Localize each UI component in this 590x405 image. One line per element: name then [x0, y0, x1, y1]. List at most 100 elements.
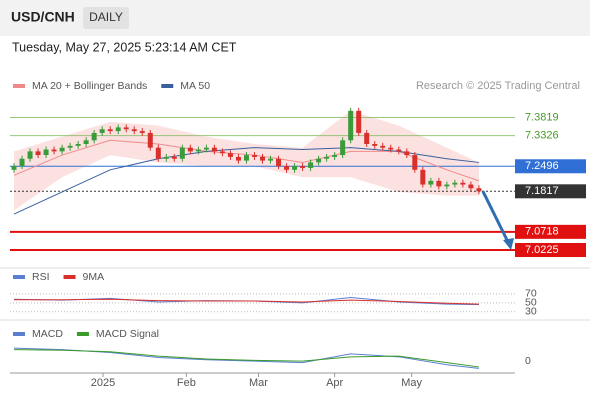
legend-label: MACD — [32, 328, 63, 340]
candle — [227, 153, 233, 157]
candle — [276, 158, 282, 167]
candle — [396, 149, 402, 152]
candle — [19, 158, 25, 167]
candle — [308, 162, 314, 168]
level-label-box — [515, 243, 586, 258]
forecast-arrow — [481, 190, 511, 245]
level-label: 7.0718 — [525, 226, 559, 238]
legend-label: RSI — [32, 271, 50, 283]
candle — [324, 156, 330, 159]
candle — [404, 151, 410, 156]
candle — [75, 144, 81, 146]
rsi-tick-label: 30 — [525, 306, 537, 318]
candle — [35, 151, 41, 156]
candle — [251, 155, 257, 157]
legend-swatch — [161, 84, 174, 88]
period[interactable]: DAILY — [89, 10, 123, 24]
candle — [131, 129, 137, 132]
candle — [99, 129, 105, 133]
forecast-arrowhead — [503, 238, 514, 251]
candle — [11, 166, 17, 170]
candle — [59, 147, 65, 152]
candle — [107, 129, 113, 132]
legend-swatch — [63, 275, 76, 279]
candle — [179, 147, 185, 159]
legend-swatch — [13, 84, 25, 88]
candle — [203, 147, 209, 150]
candle — [195, 149, 201, 152]
candle — [147, 132, 153, 148]
candle — [43, 149, 49, 156]
candle — [155, 147, 161, 159]
candle — [436, 180, 442, 187]
level-label-box — [515, 224, 586, 239]
rsi-tick-label: 70 — [525, 288, 537, 300]
legend-label: 9MA — [83, 271, 105, 283]
candle — [316, 158, 322, 163]
x-tick-label: 2025 — [91, 377, 115, 389]
candle — [476, 188, 482, 192]
candle — [260, 156, 265, 161]
x-tick-label: May — [401, 377, 422, 389]
candle — [171, 156, 177, 159]
candle — [91, 132, 97, 141]
candle — [123, 127, 129, 130]
chart-title: USD/CNH — [11, 9, 75, 25]
level-label: 7.0225 — [525, 244, 559, 256]
candle — [348, 110, 354, 141]
timestamp: Tuesday, May 27, 2025 5:23:14 AM CET — [12, 40, 237, 54]
legend-label: MA 50 — [180, 80, 210, 92]
candle — [211, 147, 217, 152]
candle — [356, 110, 362, 133]
candle — [235, 156, 241, 161]
legend-label: MACD Signal — [96, 328, 159, 340]
candle — [460, 182, 466, 185]
candle — [115, 127, 121, 132]
level-label: 7.3326 — [525, 130, 559, 142]
macd-tick-label: 0 — [525, 355, 531, 367]
legend-swatch — [76, 332, 89, 336]
level-label: 7.1817 — [525, 185, 559, 197]
candle — [243, 155, 249, 161]
candle — [284, 166, 290, 170]
candle — [468, 184, 474, 189]
candle — [292, 166, 298, 170]
level-label: 7.3819 — [525, 111, 559, 123]
candle — [219, 151, 225, 154]
x-tick-label: Mar — [249, 377, 268, 389]
candle — [380, 145, 386, 148]
candle — [420, 169, 426, 185]
candle — [187, 147, 193, 152]
x-tick-label: Feb — [177, 377, 196, 389]
candle — [428, 180, 434, 185]
candle — [300, 166, 306, 168]
period-button[interactable] — [83, 7, 129, 29]
candle — [388, 147, 394, 150]
legend-swatch — [13, 275, 25, 279]
candle — [332, 155, 338, 157]
level-label: 7.2496 — [525, 160, 559, 172]
candle — [67, 145, 73, 148]
candle — [163, 156, 169, 159]
rsi-line — [14, 298, 479, 305]
candle — [372, 144, 378, 146]
candle — [340, 140, 346, 156]
candle — [268, 158, 274, 161]
candle — [27, 151, 33, 159]
x-tick-label: Apr — [326, 377, 343, 389]
macd-line — [14, 349, 479, 368]
candle — [51, 149, 57, 152]
candle — [444, 184, 450, 187]
level-label-box — [515, 184, 586, 199]
candle — [452, 182, 458, 185]
legend-swatch — [13, 332, 25, 336]
level-label-box — [515, 159, 586, 174]
rsi-tick-label: 50 — [525, 297, 537, 309]
candle — [139, 131, 145, 133]
candle — [412, 155, 418, 170]
candle — [364, 132, 370, 144]
credit: Research © 2025 Trading Central — [416, 80, 580, 92]
candle — [83, 140, 89, 144]
